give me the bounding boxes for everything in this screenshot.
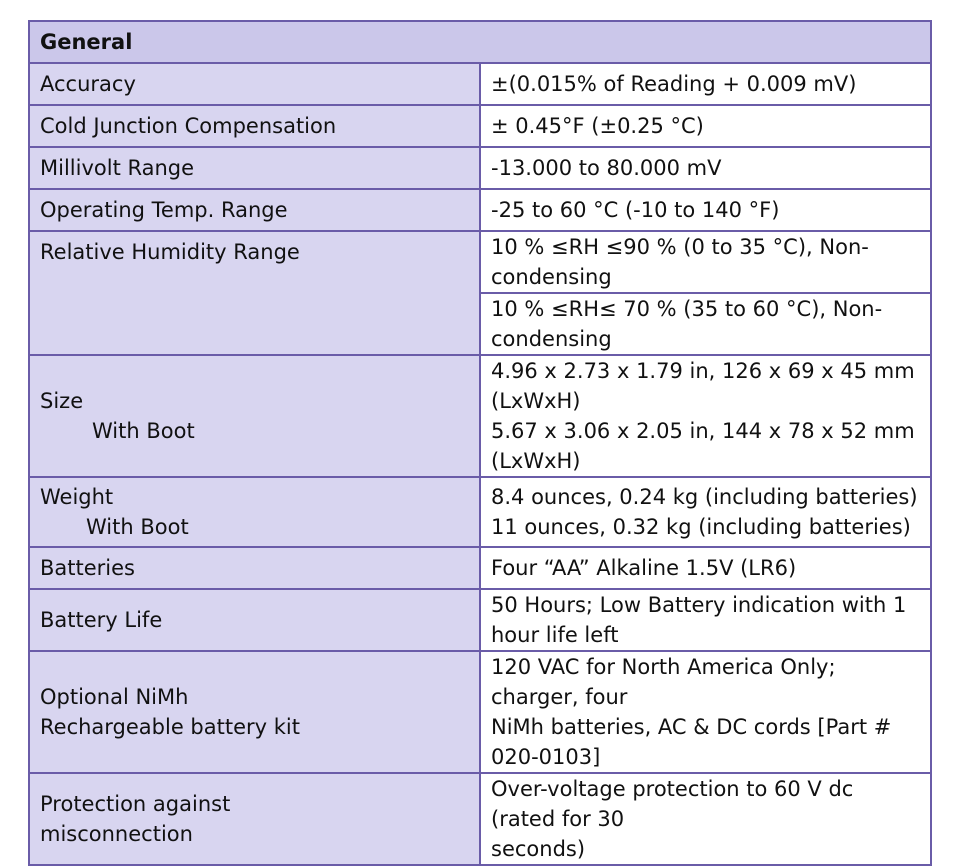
row-value-operating-temp: -25 to 60 °C (-10 to 140 °F) — [479, 188, 932, 232]
table-row: 10 % ≤RH≤ 70 % (35 to 60 °C), Non-conden… — [29, 292, 932, 356]
row-label-protection-cell: Protection against misconnection — [28, 772, 481, 866]
table-title: General — [28, 20, 932, 64]
row-value-protection-1: Over-voltage protection to 60 V dc (rate… — [491, 777, 854, 831]
spec-table: General Accuracy ±(0.015% of Reading + 0… — [28, 20, 932, 866]
row-sublabel-weight: With Boot — [86, 515, 189, 539]
row-value-battery-life: 50 Hours; Low Battery indication with 1 … — [479, 588, 932, 652]
row-label-size: Size — [40, 389, 84, 413]
row-value-size-2: 5.67 x 3.06 x 2.05 in, 144 x 78 x 52 mm … — [491, 419, 915, 473]
row-value-millivolt: -13.000 to 80.000 mV — [479, 146, 932, 190]
row-label-size-cell: Size With Boot — [28, 354, 481, 478]
row-label-accuracy: Accuracy — [28, 62, 481, 106]
row-value-humidity-2: 10 % ≤RH≤ 70 % (35 to 60 °C), Non-conden… — [479, 292, 932, 356]
row-value-accuracy: ±(0.015% of Reading + 0.009 mV) — [479, 62, 932, 106]
table-row: Battery Life 50 Hours; Low Battery indic… — [28, 588, 932, 652]
row-value-weight-cell: 8.4 ounces, 0.24 kg (including batteries… — [479, 476, 932, 548]
row-value-protection-cell: Over-voltage protection to 60 V dc (rate… — [479, 772, 932, 866]
row-value-nimh-2: NiMh batteries, AC & DC cords [Part # 02… — [491, 715, 892, 769]
row-value-protection-2: seconds) — [491, 837, 586, 861]
row-label-millivolt: Millivolt Range — [28, 146, 481, 190]
row-value-weight-1: 8.4 ounces, 0.24 kg (including batteries… — [491, 485, 918, 509]
row-label-nimh-2: Rechargeable battery kit — [40, 715, 300, 739]
table-row: Protection against misconnection Over-vo… — [28, 772, 932, 866]
table-row: Millivolt Range -13.000 to 80.000 mV — [28, 146, 932, 190]
row-value-cold-junction: ± 0.45°F (±0.25 °C) — [479, 104, 932, 148]
row-label-nimh-1: Optional NiMh — [40, 685, 189, 709]
row-sublabel-size: With Boot — [92, 419, 195, 443]
table-row: Operating Temp. Range -25 to 60 °C (-10 … — [28, 188, 932, 232]
table-row: Weight With Boot 8.4 ounces, 0.24 kg (in… — [28, 476, 932, 548]
row-label-protection-1: Protection against — [40, 792, 231, 816]
table-header-row: General — [28, 20, 932, 64]
row-label-operating-temp: Operating Temp. Range — [28, 188, 481, 232]
row-value-size-1: 4.96 x 2.73 x 1.79 in, 126 x 69 x 45 mm … — [491, 359, 915, 413]
table-row: Relative Humidity Range 10 % ≤RH ≤90 % (… — [28, 230, 932, 356]
row-label-battery-life: Battery Life — [28, 588, 481, 652]
row-label-humidity: Relative Humidity Range — [28, 230, 481, 356]
table-row: Accuracy ±(0.015% of Reading + 0.009 mV) — [28, 62, 932, 106]
row-label-nimh-cell: Optional NiMh Rechargeable battery kit — [28, 650, 481, 774]
table-row: Batteries Four “AA” Alkaline 1.5V (LR6) — [28, 546, 932, 590]
table-row: Size With Boot 4.96 x 2.73 x 1.79 in, 12… — [28, 354, 932, 478]
row-value-weight-2: 11 ounces, 0.32 kg (including batteries) — [491, 515, 911, 539]
row-label-cold-junction: Cold Junction Compensation — [28, 104, 481, 148]
row-value-batteries: Four “AA” Alkaline 1.5V (LR6) — [479, 546, 932, 590]
table-row: Optional NiMh Rechargeable battery kit 1… — [28, 650, 932, 774]
row-label-protection-2: misconnection — [40, 822, 193, 846]
row-label-batteries: Batteries — [28, 546, 481, 590]
table-row: Cold Junction Compensation ± 0.45°F (±0.… — [28, 104, 932, 148]
row-value-nimh-1: 120 VAC for North America Only; charger,… — [491, 655, 836, 709]
row-label-weight: Weight — [40, 485, 114, 509]
row-label-weight-cell: Weight With Boot — [28, 476, 481, 548]
row-value-humidity-1: 10 % ≤RH ≤90 % (0 to 35 °C), Non-condens… — [479, 230, 932, 294]
row-value-size-cell: 4.96 x 2.73 x 1.79 in, 126 x 69 x 45 mm … — [479, 354, 932, 478]
row-value-nimh-cell: 120 VAC for North America Only; charger,… — [479, 650, 932, 774]
